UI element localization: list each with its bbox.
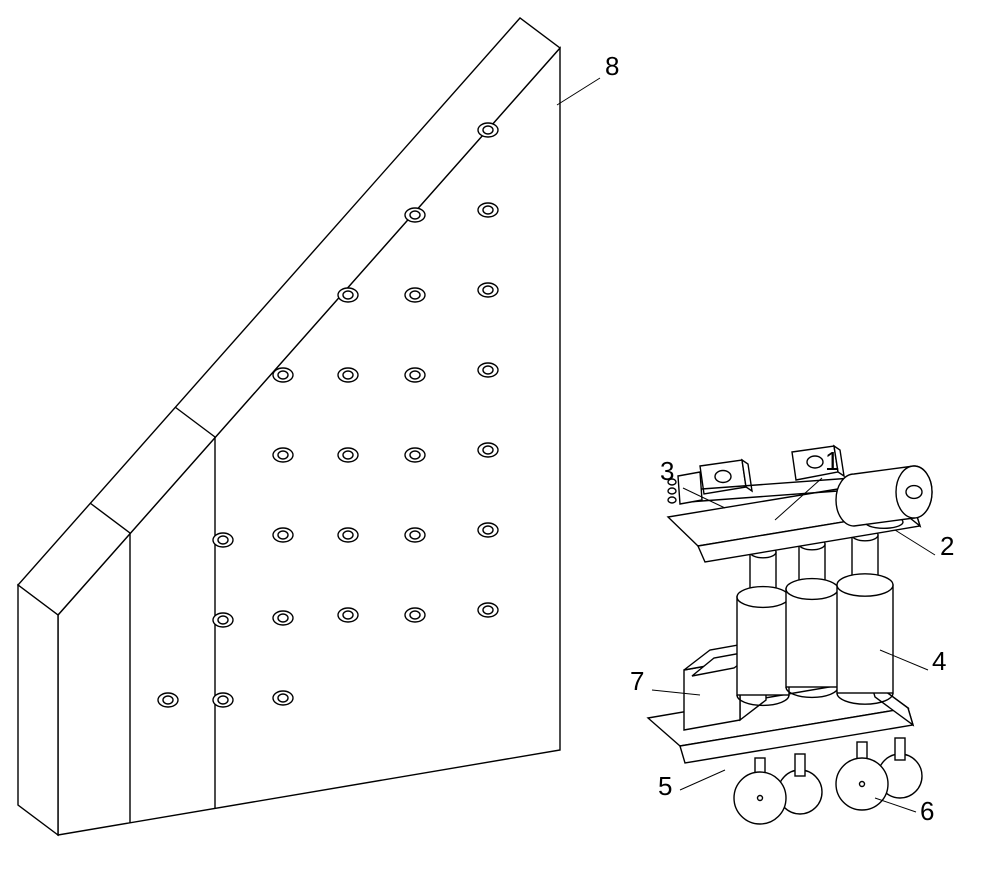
label-3: 3 <box>660 456 674 486</box>
rivet <box>273 528 293 542</box>
rivet <box>405 608 425 622</box>
lift-cylinder <box>737 546 789 705</box>
rivet <box>478 123 498 137</box>
wall-block <box>18 18 560 835</box>
rivet <box>338 288 358 302</box>
rivet <box>478 443 498 457</box>
callout-6: 6 <box>875 796 934 826</box>
rivet <box>478 603 498 617</box>
caster-wheel <box>734 772 786 824</box>
callout-8: 8 <box>557 51 619 105</box>
rivet <box>158 693 178 707</box>
rivet <box>405 368 425 382</box>
rivet <box>405 528 425 542</box>
rivet <box>273 368 293 382</box>
rivet <box>405 288 425 302</box>
label-5: 5 <box>658 771 672 801</box>
rivet <box>213 533 233 547</box>
rivet <box>478 523 498 537</box>
label-4: 4 <box>932 646 946 676</box>
caster-stem <box>895 738 905 760</box>
caster-wheel <box>836 758 888 810</box>
callout-2: 2 <box>895 530 954 561</box>
rivet <box>478 203 498 217</box>
caster-stem <box>795 754 805 776</box>
lift-cylinder <box>786 538 838 697</box>
label-6: 6 <box>920 796 934 826</box>
rivet <box>338 368 358 382</box>
rivet <box>478 283 498 297</box>
label-2: 2 <box>940 531 954 561</box>
label-8: 8 <box>605 51 619 81</box>
rivet <box>405 208 425 222</box>
rivet <box>273 691 293 705</box>
callout-5: 5 <box>658 770 725 801</box>
rivet <box>338 528 358 542</box>
rivet <box>338 608 358 622</box>
rivet <box>273 448 293 462</box>
rivet <box>213 693 233 707</box>
rivet <box>405 448 425 462</box>
rivet <box>478 363 498 377</box>
rivet <box>213 613 233 627</box>
rivet <box>273 611 293 625</box>
machine-assembly <box>648 446 932 824</box>
label-1: 1 <box>825 446 839 476</box>
lift-cylinder <box>837 529 893 704</box>
label-7: 7 <box>630 666 644 696</box>
rivet <box>338 448 358 462</box>
